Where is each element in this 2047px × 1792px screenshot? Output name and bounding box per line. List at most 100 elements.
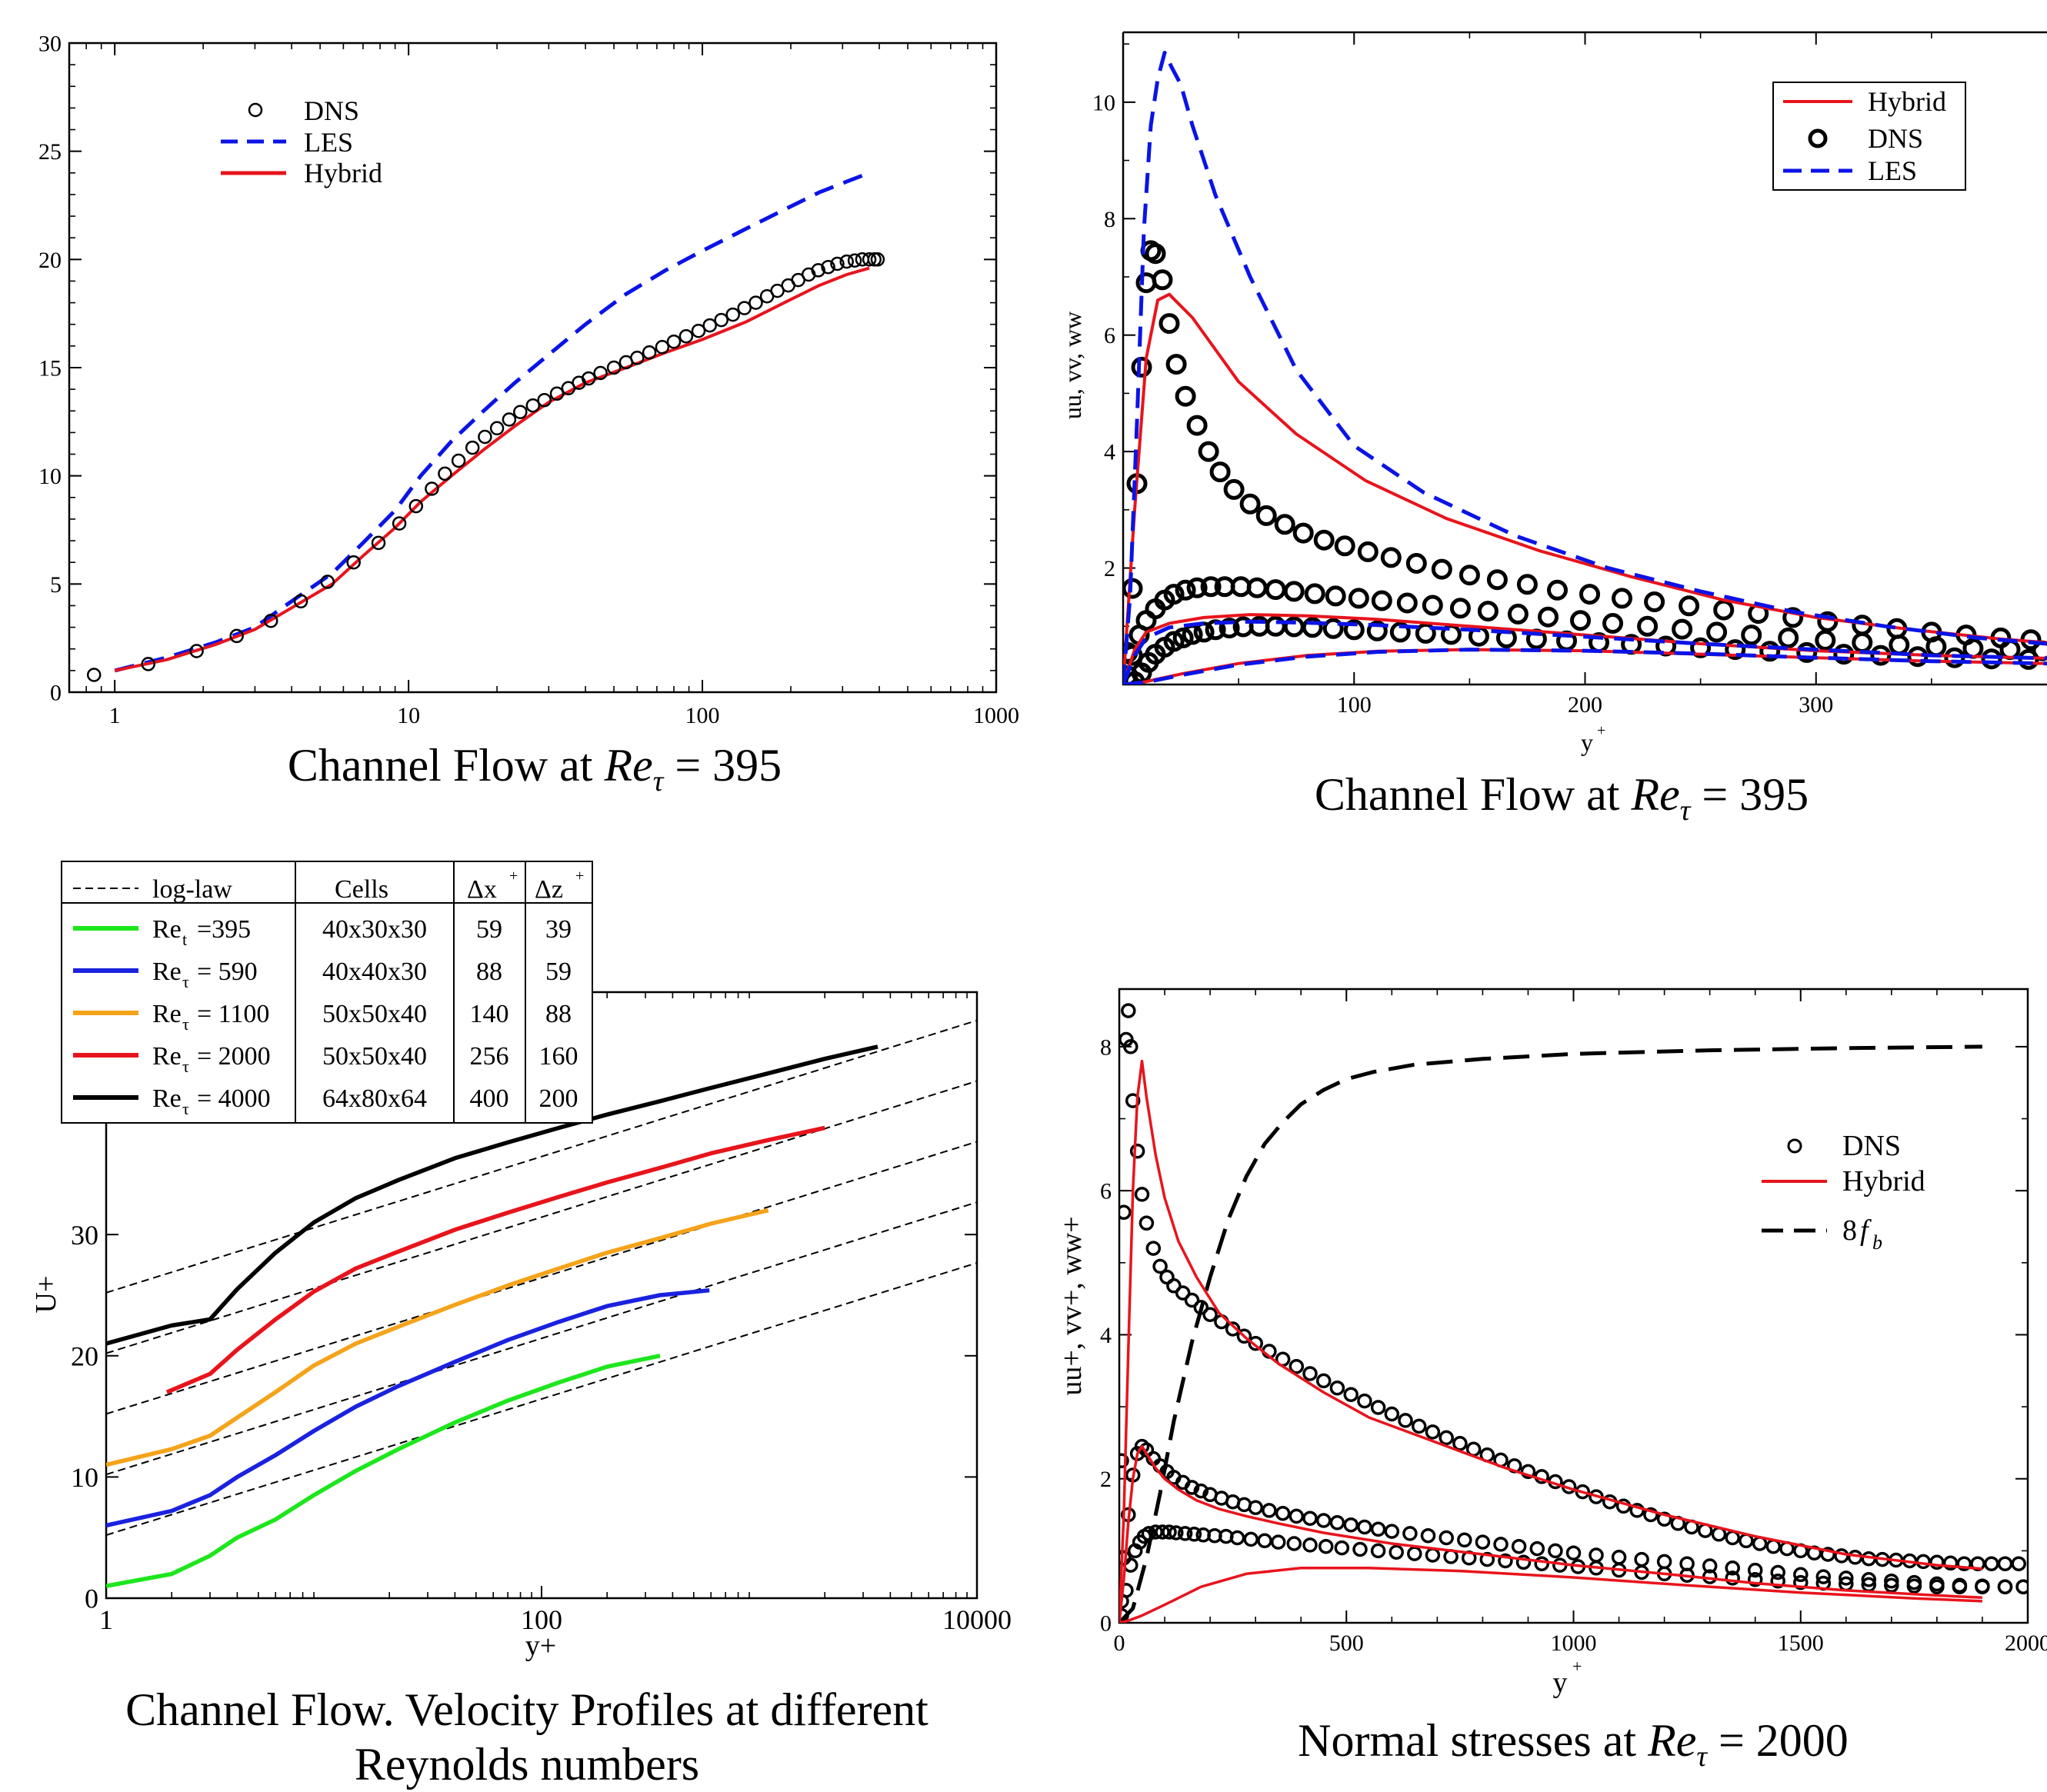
p1-dns-point-45 <box>821 259 835 275</box>
p4-ww-point-26 <box>1357 1519 1372 1535</box>
p1-caption-sub: τ <box>652 765 664 798</box>
p4-vv-point-43 <box>1725 1570 1740 1586</box>
p4-ww-point-34 <box>1493 1537 1509 1552</box>
p3-legend-row-2-label: Re <box>152 1000 182 1028</box>
p3-re-curve-4-line <box>106 1044 878 1346</box>
p4-xtick-label-0: 0 <box>1114 1630 1125 1656</box>
p4-ww-point-42 <box>1656 1554 1672 1570</box>
p4-dns-point-69 <box>1915 1554 1931 1570</box>
p4-dns-point-75 <box>1997 1556 2013 1571</box>
p4-ww-point-51 <box>1861 1572 1877 1587</box>
p4-dns-point-5 <box>1125 1093 1141 1108</box>
p4-hybrid-line <box>1119 1059 1983 1623</box>
p1-xtick-label-0: 1 <box>109 703 121 728</box>
p1-legend: DNS LES Hybrid <box>221 95 382 188</box>
p1-hybrid-line <box>114 266 870 672</box>
p4-ww-point-47 <box>1770 1564 1785 1580</box>
p3-legend-row-4-label: Re <box>152 1084 182 1113</box>
p4-vv-point-16 <box>1229 1530 1245 1546</box>
p4-legend-dns-marker <box>1787 1138 1802 1154</box>
p4-ww-point-31 <box>1439 1530 1454 1546</box>
p4-vv-point-21 <box>1302 1537 1318 1553</box>
p4-vv-point-24 <box>1352 1541 1368 1557</box>
p1-dns-point-5 <box>293 594 308 609</box>
p1-dns-point-4 <box>263 613 278 628</box>
p1-xtick-label-1: 10 <box>397 703 420 728</box>
panel-1: 1 10 100 1000 0 5 10 15 20 25 30 DNS LES Hybrid <box>38 32 1019 729</box>
p3-legend-row-0-dz: 39 <box>545 915 572 944</box>
p3-xlabel: y+ <box>525 1630 556 1662</box>
p4-legend-fb-sub: b <box>1872 1231 1882 1254</box>
p1-dns-point-38 <box>748 295 763 310</box>
p3-legend-row-2-cells: 50x50x40 <box>322 1000 427 1028</box>
p4-dns-point-19 <box>1236 1328 1252 1344</box>
p4-dns-point-70 <box>1929 1554 1945 1570</box>
p3-legend-row-0-value: =395 <box>197 915 251 944</box>
p4-dns-point-1 <box>1119 1204 1132 1221</box>
p4-dns-point-18 <box>1225 1321 1241 1337</box>
p3-loglaw-line-4 <box>106 1019 977 1294</box>
p2-dns-point-15 <box>1239 493 1261 515</box>
p2-legend-les-label: LES <box>1868 155 1917 186</box>
p1-xtick-label-3: 1000 <box>973 703 1019 728</box>
p2-ww-point-29 <box>1741 625 1762 646</box>
p3-xtick-label-0: 1 <box>99 1604 113 1635</box>
p4-vv-point-53 <box>1952 1579 1968 1594</box>
p4-dns-point-34 <box>1439 1430 1454 1446</box>
p2-dns-point-26 <box>1486 569 1508 591</box>
p4-caption-math: Re <box>1648 1715 1697 1766</box>
p2-ww-point-26 <box>1637 615 1659 637</box>
p2-ww-point-16 <box>1348 588 1369 609</box>
p4-caption: Normal stresses at Reτ = 2000 <box>1208 1714 1939 1774</box>
p2-vv-point-31 <box>1725 639 1746 661</box>
p4-dns-point-7 <box>1134 1187 1150 1202</box>
p3-legend-row-0-sub: t <box>182 930 187 949</box>
p2-dns-point-6 <box>1145 243 1166 265</box>
p4-ww-point-18 <box>1248 1500 1263 1515</box>
p2-les-line <box>1123 51 2047 684</box>
p4-dns-point-16 <box>1202 1307 1218 1322</box>
p4-vv-point-26 <box>1389 1544 1404 1560</box>
p3-loglaw-line-1 <box>106 1201 977 1476</box>
p4-vv-point-19 <box>1270 1534 1286 1550</box>
p3-legend-header-loglaw: log-law <box>152 875 232 904</box>
p4-dns-point-23 <box>1289 1358 1305 1374</box>
p4-vv-point-44 <box>1747 1572 1763 1587</box>
p1-dns-point-52 <box>870 252 885 267</box>
p4-xtick-label-4: 2000 <box>2005 1630 2047 1656</box>
p4-legend-dns-label: DNS <box>1842 1130 1901 1162</box>
p3-legend-row-0-cells: 40x30x30 <box>322 915 427 944</box>
p2-xtick-label-0: 100 <box>1337 692 1372 718</box>
p2-dns-point-3 <box>1131 356 1152 378</box>
p4-dns-point-73 <box>1970 1556 1985 1571</box>
p2-dns-point-28 <box>1547 579 1568 601</box>
p4-ww-point-45 <box>1725 1561 1740 1576</box>
p4-dns-point-40 <box>1520 1464 1536 1480</box>
p2-dns-point-7 <box>1152 269 1173 291</box>
p2-ww-point-19 <box>1422 595 1443 616</box>
p1-legend-dns-label: DNS <box>304 95 359 126</box>
p4-vv-point-27 <box>1407 1546 1422 1561</box>
p4-ww-point-30 <box>1420 1527 1436 1544</box>
p2-dns-point-19 <box>1313 529 1335 551</box>
p4-ww-point-39 <box>1589 1547 1604 1563</box>
p2-caption-text: Channel Flow at <box>1314 769 1620 820</box>
p4-ytick-label-1: 2 <box>1100 1467 1112 1492</box>
p3-legend-row-1-cells: 40x40x30 <box>322 958 427 986</box>
p1-dns-point-16 <box>489 421 505 436</box>
p4-legend-fb-math: f <box>1860 1214 1872 1247</box>
p2-dns-point-35 <box>1782 607 1804 628</box>
p4-ww-point-50 <box>1839 1570 1854 1586</box>
p4-vv-point-6 <box>1141 1526 1157 1541</box>
p4-vv-point-45 <box>1770 1573 1785 1589</box>
p2-dns-point-8 <box>1159 313 1180 335</box>
p2-ww-point-12 <box>1265 579 1286 601</box>
p2-ww-point-33 <box>1889 635 1910 655</box>
p1-dns-point-34 <box>702 318 717 333</box>
p2-dns-point-23 <box>1405 553 1427 574</box>
p3-legend-row-3-cells: 50x50x40 <box>322 1042 427 1071</box>
p4-vv-point-34 <box>1534 1556 1549 1571</box>
p1-dns-point-24 <box>581 371 596 386</box>
p1-dns-point-29 <box>642 345 657 360</box>
p3-ylabel: U+ <box>30 1276 62 1314</box>
